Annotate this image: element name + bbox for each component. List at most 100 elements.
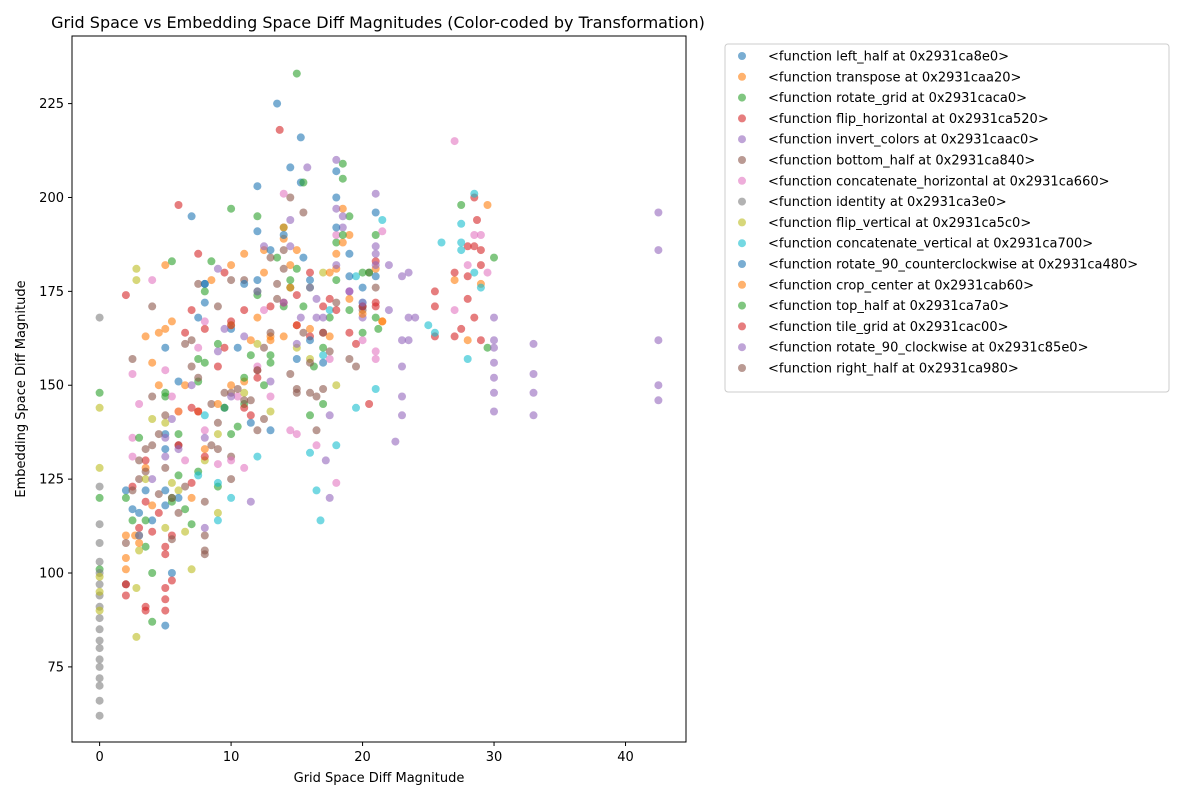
data-point bbox=[430, 328, 439, 337]
data-point bbox=[490, 343, 498, 352]
data-point bbox=[174, 430, 183, 439]
legend-marker bbox=[738, 301, 746, 310]
data-point bbox=[476, 231, 485, 239]
legend-label: <function top_half at 0x2931ca7a0> bbox=[768, 299, 1009, 314]
data-point bbox=[213, 478, 222, 487]
data-point bbox=[654, 336, 663, 345]
data-point bbox=[253, 182, 262, 191]
data-point bbox=[371, 355, 380, 363]
data-point bbox=[161, 595, 170, 604]
data-point bbox=[95, 403, 104, 412]
data-point bbox=[273, 294, 282, 303]
data-point bbox=[476, 336, 485, 345]
data-point bbox=[227, 276, 236, 285]
data-point bbox=[240, 463, 249, 472]
data-point bbox=[233, 343, 242, 352]
data-point bbox=[181, 456, 190, 465]
data-point bbox=[358, 298, 367, 307]
data-point bbox=[167, 257, 176, 266]
data-point bbox=[181, 505, 190, 514]
data-point bbox=[161, 606, 170, 615]
data-point bbox=[95, 463, 104, 472]
data-point bbox=[121, 565, 130, 574]
data-point bbox=[128, 355, 137, 363]
legend-marker bbox=[738, 52, 746, 60]
data-point bbox=[476, 261, 485, 270]
data-point bbox=[292, 355, 301, 363]
data-point bbox=[128, 452, 137, 461]
data-point bbox=[384, 261, 393, 270]
data-point bbox=[303, 163, 312, 172]
data-point bbox=[345, 231, 354, 239]
data-point bbox=[411, 313, 420, 322]
data-point bbox=[286, 283, 295, 292]
data-point bbox=[95, 681, 104, 690]
data-point bbox=[148, 276, 157, 285]
data-point bbox=[95, 493, 104, 502]
data-point bbox=[213, 418, 222, 427]
chart-title: Grid Space vs Embedding Space Diff Magni… bbox=[51, 13, 705, 32]
data-point bbox=[338, 159, 347, 168]
data-point bbox=[227, 204, 236, 213]
data-point bbox=[187, 381, 196, 390]
data-point bbox=[95, 606, 104, 615]
data-point bbox=[338, 231, 347, 239]
data-point bbox=[213, 264, 222, 273]
data-point bbox=[404, 313, 413, 322]
y-axis-label: Embedding Space Diff Magnitude bbox=[14, 280, 29, 497]
legend-label: <function transpose at 0x2931caa20> bbox=[768, 70, 1021, 85]
data-point bbox=[490, 358, 498, 367]
data-point bbox=[132, 584, 141, 592]
data-point bbox=[95, 539, 104, 547]
data-point bbox=[246, 336, 255, 345]
data-point bbox=[332, 441, 341, 450]
data-point bbox=[194, 343, 203, 352]
data-point bbox=[141, 542, 150, 551]
data-point bbox=[292, 246, 301, 255]
data-point bbox=[141, 475, 150, 484]
data-point bbox=[95, 313, 104, 322]
legend-marker bbox=[738, 93, 746, 102]
data-point bbox=[490, 373, 498, 382]
data-point bbox=[253, 366, 262, 375]
data-point bbox=[148, 501, 157, 510]
x-axis: 0 10 20 30 40 bbox=[95, 742, 634, 765]
data-point bbox=[148, 617, 157, 626]
data-point bbox=[174, 445, 183, 454]
data-point bbox=[161, 486, 170, 495]
data-point bbox=[470, 313, 479, 322]
legend-label: <function right_half at 0x2931ca980> bbox=[768, 362, 1019, 377]
data-point bbox=[292, 339, 301, 348]
data-point bbox=[154, 508, 163, 517]
data-point bbox=[148, 441, 157, 450]
data-point bbox=[266, 253, 275, 262]
data-point bbox=[292, 264, 301, 273]
x-tick-label: 0 bbox=[95, 750, 103, 765]
data-point bbox=[200, 287, 209, 296]
data-point bbox=[181, 381, 190, 390]
data-point bbox=[286, 216, 295, 224]
data-point bbox=[161, 366, 170, 375]
data-point bbox=[167, 317, 176, 326]
data-point bbox=[227, 381, 236, 390]
data-point bbox=[306, 324, 314, 333]
x-axis-label: Grid Space Diff Magnitude bbox=[294, 771, 465, 786]
data-point bbox=[325, 332, 334, 341]
data-point bbox=[207, 257, 216, 266]
data-point bbox=[200, 546, 209, 555]
data-point bbox=[141, 467, 150, 476]
data-point bbox=[371, 189, 380, 198]
data-point bbox=[200, 433, 209, 442]
data-point bbox=[332, 478, 341, 487]
data-point bbox=[167, 392, 176, 401]
data-point bbox=[286, 426, 295, 435]
data-point bbox=[483, 343, 492, 352]
data-point bbox=[371, 272, 380, 281]
data-point bbox=[260, 343, 268, 352]
data-point bbox=[128, 486, 137, 495]
legend-marker bbox=[738, 343, 746, 352]
data-point bbox=[135, 531, 144, 540]
data-point bbox=[266, 377, 275, 386]
data-point bbox=[135, 546, 144, 555]
